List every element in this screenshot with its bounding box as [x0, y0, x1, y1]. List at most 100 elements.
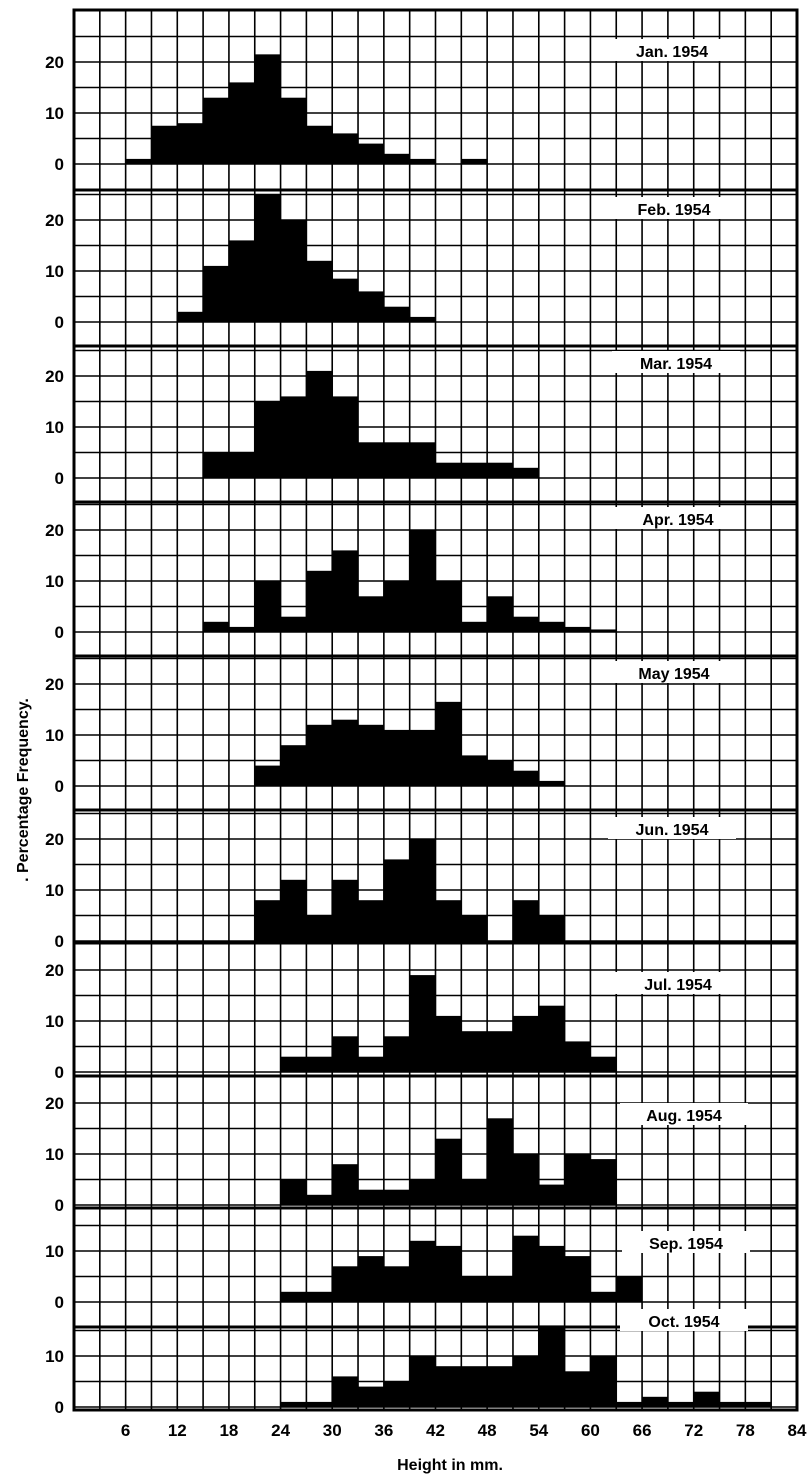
histogram-bar [512, 1356, 539, 1407]
histogram-bar [383, 442, 410, 478]
histogram-bar [203, 621, 229, 632]
histogram-bar [203, 452, 229, 478]
histogram-bar [332, 1036, 359, 1072]
x-tick-label: 18 [219, 1421, 238, 1440]
panel-label: Oct. 1954 [648, 1314, 719, 1331]
histogram-bar [590, 1159, 617, 1205]
histogram-bar [332, 1376, 359, 1407]
histogram-bar [280, 616, 307, 632]
x-tick-label: 66 [633, 1421, 652, 1440]
panel-label-bg [620, 1309, 748, 1331]
histogram-bar [306, 370, 333, 478]
histogram-bar [228, 240, 255, 322]
histogram-bar [435, 1015, 462, 1072]
y-tick-label: 10 [45, 418, 64, 437]
histogram-bar [564, 626, 591, 632]
panel-label-bg [622, 1231, 750, 1253]
panel-label-bg [610, 197, 738, 219]
histogram-bar [332, 1164, 359, 1205]
histogram-bar [280, 97, 307, 164]
y-tick-label: 20 [45, 830, 64, 849]
panel-label-bg [610, 661, 738, 683]
x-tick-label: 12 [168, 1421, 187, 1440]
y-axis-title: . Percentage Frequency. [15, 698, 32, 882]
histogram-bar [203, 97, 229, 164]
panel-label: Jul. 1954 [644, 977, 712, 994]
histogram-bar [358, 900, 384, 941]
histogram-bar [383, 729, 410, 786]
histogram-bar [358, 1189, 384, 1205]
histogram-bar [332, 278, 359, 322]
histogram-bar [409, 442, 436, 478]
panel-label: Aug. 1954 [646, 1108, 722, 1125]
y-tick-label: 10 [45, 1012, 64, 1031]
x-tick-label: 84 [788, 1421, 807, 1440]
panel-label-bg [612, 351, 740, 373]
histogram-bar [487, 1366, 513, 1407]
histogram-bar [409, 975, 436, 1072]
y-tick-label: 20 [45, 367, 64, 386]
histogram-bar [280, 1291, 307, 1302]
histogram-bar [383, 306, 410, 322]
histogram-bar [358, 724, 384, 786]
histogram-bar [254, 401, 281, 478]
histogram-bar [538, 621, 565, 632]
histogram-bar [435, 581, 462, 632]
y-tick-label: 20 [45, 961, 64, 980]
histogram-bar [228, 452, 255, 478]
histogram-bar [358, 1056, 384, 1072]
histogram-bar [512, 616, 539, 632]
histogram-bar [151, 125, 178, 164]
histogram-bar [280, 396, 307, 478]
histogram-bar [332, 133, 359, 164]
histogram-bar [409, 158, 436, 164]
panel-label: Feb. 1954 [638, 202, 711, 219]
histogram-bar [254, 765, 281, 786]
x-tick-label: 30 [323, 1421, 342, 1440]
histogram-bar [358, 1256, 384, 1302]
x-tick-label: 24 [271, 1421, 290, 1440]
y-tick-label: 0 [55, 155, 64, 174]
histogram-bar [461, 1031, 488, 1072]
histogram-bar [461, 755, 488, 786]
x-axis-title: Height in mm. [397, 1457, 503, 1474]
histogram-bar [461, 1276, 488, 1302]
y-tick-label: 20 [45, 53, 64, 72]
histogram-bar [306, 724, 333, 786]
x-tick-label: 42 [426, 1421, 445, 1440]
histogram-bar [306, 260, 333, 322]
histogram-bar [383, 581, 410, 632]
histogram-bar [590, 629, 617, 632]
histogram-bar [461, 158, 488, 164]
y-tick-label: 20 [45, 521, 64, 540]
histogram-bar [512, 1154, 539, 1205]
x-tick-label: 78 [736, 1421, 755, 1440]
histogram-bar [487, 596, 513, 632]
histogram-bar [693, 1391, 720, 1407]
histogram-bar [461, 621, 488, 632]
y-tick-label: 20 [45, 211, 64, 230]
histogram-bar [332, 719, 359, 786]
histogram-bar [254, 900, 281, 941]
histogram-bar [358, 1386, 384, 1407]
histogram-bar [435, 701, 462, 786]
histogram-bar [409, 1179, 436, 1205]
panel-label-bg [614, 507, 742, 529]
histogram-bar [280, 745, 307, 786]
panel-label-bg [614, 972, 742, 994]
histogram-bar [358, 596, 384, 632]
y-tick-label: 0 [55, 932, 64, 951]
y-tick-label: 10 [45, 881, 64, 900]
histogram-bar [332, 1266, 359, 1302]
histogram-bar [177, 123, 204, 164]
histogram-bar [590, 1056, 617, 1072]
histogram-bar [383, 153, 410, 164]
histogram-bar [306, 125, 333, 164]
histogram-bar [512, 467, 539, 478]
panel-label: Jan. 1954 [636, 44, 708, 61]
x-tick-label: 54 [529, 1421, 548, 1440]
histogram-bar [203, 265, 229, 322]
histogram-bar [512, 900, 539, 941]
panel-label: Apr. 1954 [642, 512, 713, 529]
